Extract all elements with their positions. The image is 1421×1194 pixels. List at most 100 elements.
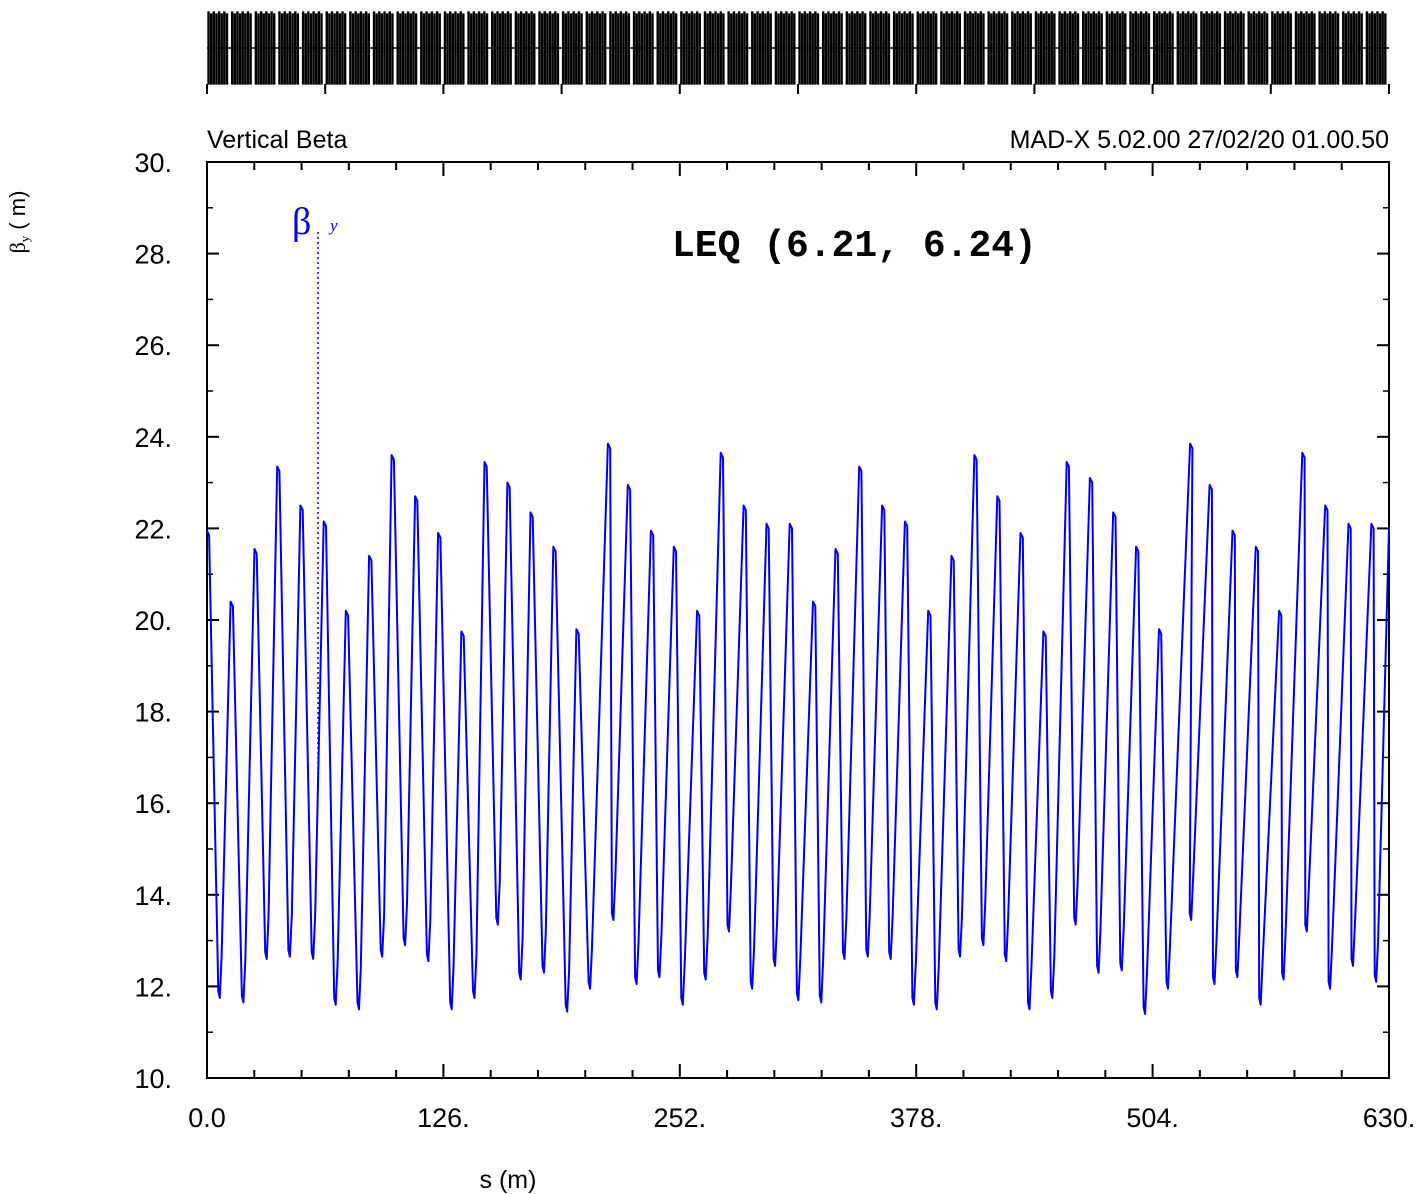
lattice-magnet	[1342, 11, 1345, 85]
lattice-magnet	[934, 13, 938, 85]
lattice-magnet	[291, 13, 294, 85]
lattice-magnet	[903, 11, 906, 85]
lattice-magnet	[1318, 11, 1321, 85]
lattice-magnet	[328, 13, 331, 85]
lattice-magnet	[338, 13, 342, 85]
x-axis-title: s (m)	[480, 1166, 537, 1194]
lattice-magnet	[1300, 11, 1303, 85]
lattice-magnet	[1124, 13, 1127, 85]
lattice-magnet	[367, 13, 371, 85]
lattice-magnet	[769, 13, 772, 85]
lattice-magnet	[743, 11, 746, 85]
lattice-magnet	[577, 11, 581, 85]
lattice-magnet	[564, 13, 568, 85]
lattice-magnet	[477, 11, 481, 85]
lattice-magnet	[638, 11, 641, 85]
lattice-layout-strip	[206, 11, 1390, 94]
lattice-magnet	[548, 11, 552, 85]
lattice-magnet	[774, 11, 778, 85]
lattice-magnet	[1134, 11, 1137, 85]
lattice-magnet	[212, 11, 216, 85]
lattice-magnet	[840, 13, 843, 85]
lattice-magnet	[924, 13, 927, 85]
lattice-magnet	[307, 11, 310, 85]
lattice-magnet	[714, 11, 717, 85]
y-tick-label: 22.	[134, 514, 172, 544]
lattice-magnet	[1231, 13, 1235, 85]
lattice-magnet	[764, 13, 767, 85]
lattice-magnet	[1105, 11, 1109, 85]
y-axis-subscript: y	[17, 235, 32, 242]
lattice-magnet	[273, 13, 276, 85]
lattice-magnet	[690, 11, 694, 85]
lattice-magnet	[519, 11, 523, 85]
lattice-magnet	[974, 11, 977, 85]
legend-subscript: y	[328, 216, 338, 235]
lattice-magnet	[1302, 13, 1306, 85]
lattice-magnet	[588, 13, 591, 85]
lattice-magnet	[1142, 13, 1145, 85]
lattice-magnet	[945, 11, 948, 85]
lattice-magnet	[493, 13, 497, 85]
lattice-magnet	[758, 13, 762, 85]
lattice-magnet	[837, 11, 841, 85]
lattice-magnet	[301, 11, 305, 85]
lattice-magnet	[246, 11, 250, 85]
lattice-magnet	[1381, 11, 1384, 85]
lattice-magnet	[1131, 13, 1135, 85]
lattice-magnet	[761, 11, 765, 85]
lattice-magnet	[527, 13, 531, 85]
lattice-magnet	[1139, 11, 1143, 85]
lattice-magnet	[304, 13, 307, 85]
lattice-magnet	[969, 11, 972, 85]
lattice-magnet	[546, 13, 549, 85]
lattice-magnet	[1089, 13, 1093, 85]
y-tick-label: 14.	[134, 881, 172, 911]
lattice-magnet	[1200, 11, 1203, 85]
lattice-magnet	[829, 13, 833, 85]
lattice-magnet	[745, 13, 749, 85]
lattice-magnet	[372, 11, 376, 85]
lattice-magnet	[779, 11, 783, 85]
lattice-magnet	[995, 13, 998, 85]
lattice-magnet	[803, 11, 807, 85]
lattice-magnet	[1258, 11, 1261, 85]
y-tick-label: 30.	[134, 148, 172, 178]
lattice-magnet	[1255, 13, 1258, 85]
lattice-magnet	[1092, 11, 1095, 85]
lattice-magnet	[1289, 13, 1292, 85]
beta-y-series	[206, 442, 1390, 1015]
lattice-magnet	[388, 11, 392, 85]
lattice-magnet	[706, 13, 709, 85]
lattice-magnet	[777, 13, 780, 85]
lattice-magnet	[1202, 13, 1206, 85]
lattice-magnet	[1160, 13, 1164, 85]
lattice-magnet	[850, 11, 854, 85]
lattice-magnet	[695, 11, 699, 85]
lattice-magnet	[688, 13, 691, 85]
lattice-magnet	[1129, 11, 1132, 85]
lattice-magnet	[832, 11, 835, 85]
lattice-magnet	[1226, 13, 1229, 85]
lattice-magnet	[475, 13, 478, 85]
lattice-magnet	[785, 11, 788, 85]
lattice-magnet	[601, 11, 604, 85]
lattice-magnet	[1118, 13, 1122, 85]
lattice-magnet	[585, 11, 589, 85]
lattice-magnet	[1040, 11, 1043, 85]
lattice-magnet	[685, 11, 688, 85]
lattice-magnet	[1013, 13, 1017, 85]
lattice-magnet	[491, 11, 494, 85]
lattice-magnet	[1100, 13, 1103, 85]
lattice-magnet	[375, 13, 378, 85]
lattice-magnet	[766, 11, 770, 85]
lattice-magnet	[997, 11, 1001, 85]
lattice-magnet	[209, 13, 213, 85]
svg-text:βy( m): βy ( m)	[5, 191, 32, 254]
lattice-magnet	[317, 11, 321, 85]
lattice-magnet	[624, 11, 628, 85]
lattice-magnet	[288, 11, 292, 85]
lattice-magnet	[1166, 13, 1169, 85]
lattice-magnet	[898, 11, 901, 85]
lattice-magnet	[1168, 11, 1172, 85]
